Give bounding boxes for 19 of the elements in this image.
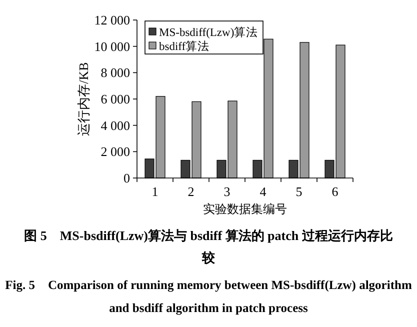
y-axis-title: 运行内存/KB xyxy=(76,62,91,136)
y-tick-label: 8 000 xyxy=(100,65,130,80)
y-tick-label: 0 xyxy=(124,170,130,186)
text: Fig. 5 Comparison of running memory between MS-bsdiff(Lzw) algorithm and bsdiff algorithm in patch process xyxy=(4,277,413,317)
y-tick-label: 4 000 xyxy=(100,118,130,133)
y-tick-label: 6 000 xyxy=(100,92,130,106)
x-tick-label: 2 xyxy=(188,184,194,199)
text: 图 5 MS-bsdiff(Lzw)算法与 bsdiff 算法的 patch 过程运行内存比较 xyxy=(23,227,394,267)
x-tick-label: 3 xyxy=(224,184,230,199)
y-tick-label: 2 000 xyxy=(100,144,130,160)
x-tick-label: 4 xyxy=(260,184,267,199)
legend-label: bsdiff算法 xyxy=(159,40,210,53)
y-tick-label: 12 000 xyxy=(94,12,130,28)
x-tick-label: 1 xyxy=(152,184,158,199)
legend-label: MS-bsdiff(Lzw)算法 xyxy=(159,26,258,39)
x-axis-title: 实验数据集编号 xyxy=(203,202,287,216)
y-tick-label: 10 000 xyxy=(94,38,130,54)
x-tick-label: 6 xyxy=(332,184,339,199)
x-tick-label: 5 xyxy=(296,184,302,199)
